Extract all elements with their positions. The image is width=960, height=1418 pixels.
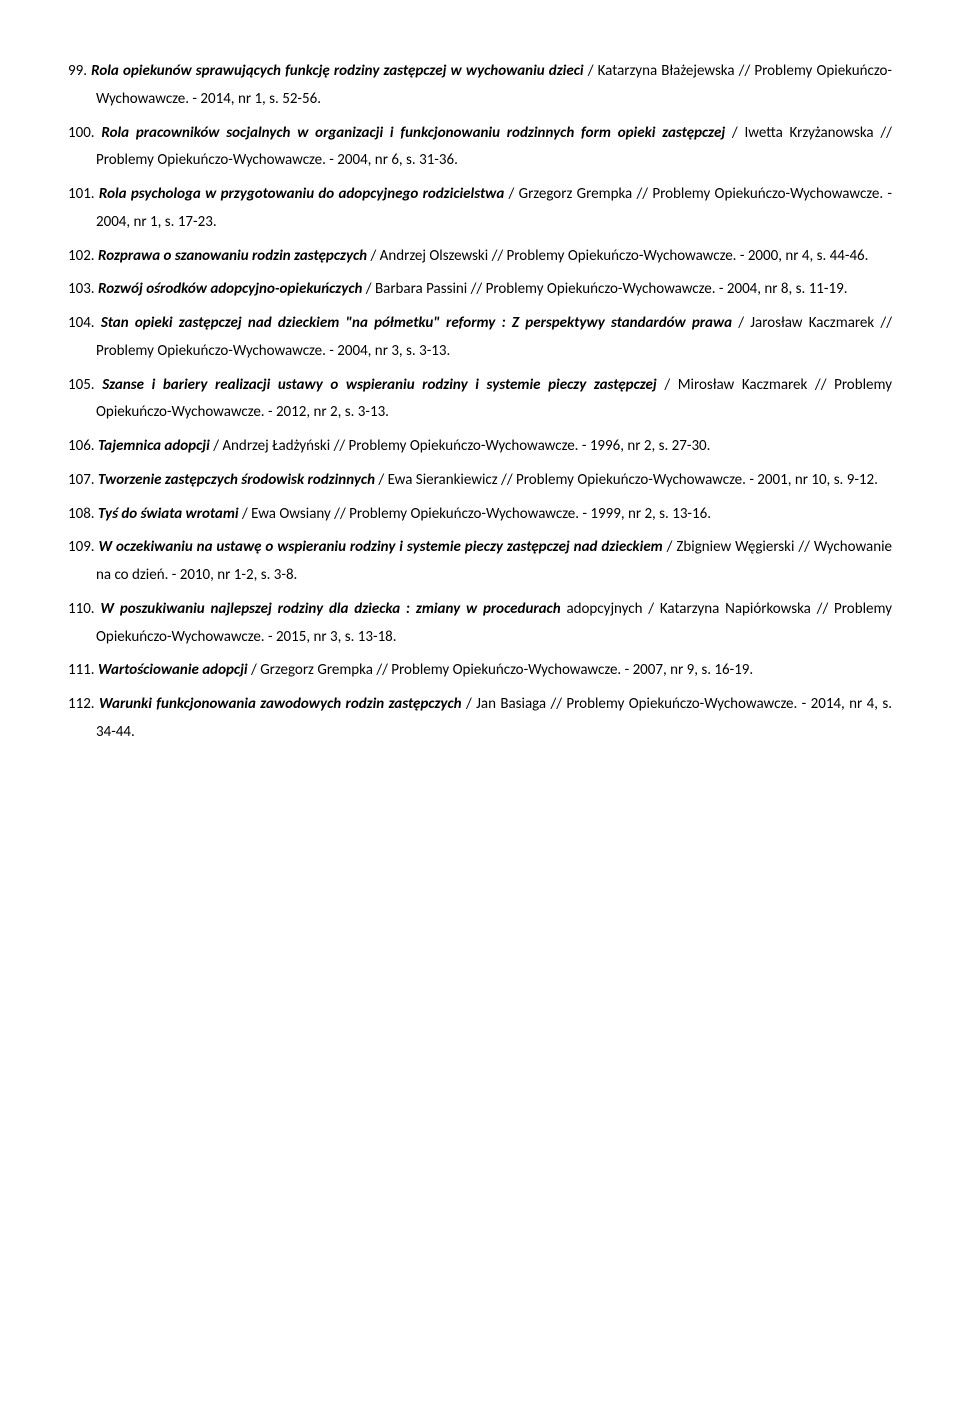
entry-number: 111.: [68, 661, 98, 679]
bibliography-entry: 103. Rozwój ośrodków adopcyjno-opiekuńcz…: [68, 276, 892, 304]
entry-details: / Barbara Passini // Problemy Opiekuńczo…: [362, 280, 847, 298]
entry-number: 100.: [68, 124, 101, 142]
entry-number: 101.: [68, 185, 99, 203]
entry-title: Rola psychologa w przygotowaniu do adopc…: [99, 185, 504, 203]
entry-details: / Andrzej Olszewski // Problemy Opiekuńc…: [367, 247, 868, 265]
entry-details: / Ewa Sierankiewicz // Problemy Opiekuńc…: [375, 471, 878, 489]
entry-details: / Grzegorz Grempka // Problemy Opiekuńcz…: [248, 661, 754, 679]
entry-number: 107.: [68, 471, 98, 489]
entry-title: W oczekiwaniu na ustawę o wspieraniu rod…: [99, 538, 663, 556]
bibliography-entry: 108. Tyś do świata wrotami / Ewa Owsiany…: [68, 501, 892, 529]
entry-title: Warunki funkcjonowania zawodowych rodzin…: [99, 695, 462, 713]
entry-number: 112.: [68, 695, 99, 713]
entry-title: Stan opieki zastępczej nad dzieckiem "na…: [101, 314, 732, 332]
entry-title: W poszukiwaniu najlepszej rodziny dla dz…: [100, 600, 566, 618]
entry-title: Szanse i bariery realizacji ustawy o wsp…: [102, 376, 657, 394]
entry-number: 99.: [68, 62, 91, 80]
bibliography-entry: 100. Rola pracowników socjalnych w organ…: [68, 120, 892, 176]
bibliography-entry: 101. Rola psychologa w przygotowaniu do …: [68, 181, 892, 237]
entry-details: / Ewa Owsiany // Problemy Opiekuńczo-Wyc…: [239, 505, 711, 523]
bibliography-entry: 99. Rola opiekunów sprawujących funkcję …: [68, 58, 892, 114]
entry-details: / Andrzej Ładżyński // Problemy Opiekuńc…: [210, 437, 711, 455]
entry-number: 104.: [68, 314, 101, 332]
entry-title: Wartościowanie adopcji: [98, 661, 248, 679]
entry-number: 102.: [68, 247, 98, 265]
entry-number: 108.: [68, 505, 98, 523]
bibliography-entry: 112. Warunki funkcjonowania zawodowych r…: [68, 691, 892, 747]
entry-title: Rola pracowników socjalnych w organizacj…: [101, 124, 725, 142]
entry-number: 109.: [68, 538, 99, 556]
bibliography-entry: 104. Stan opieki zastępczej nad dzieckie…: [68, 310, 892, 366]
entry-number: 106.: [68, 437, 98, 455]
bibliography-entry: 109. W oczekiwaniu na ustawę o wspierani…: [68, 534, 892, 590]
bibliography-entry: 102. Rozprawa o szanowaniu rodzin zastęp…: [68, 243, 892, 271]
entry-number: 110.: [68, 600, 100, 618]
bibliography-entry: 107. Tworzenie zastępczych środowisk rod…: [68, 467, 892, 495]
bibliography-entry: 105. Szanse i bariery realizacji ustawy …: [68, 372, 892, 428]
entry-title: Tajemnica adopcji: [98, 437, 210, 455]
bibliography-entry: 110. W poszukiwaniu najlepszej rodziny d…: [68, 596, 892, 652]
entry-title: Tyś do świata wrotami: [98, 505, 239, 523]
bibliography-list: 99. Rola opiekunów sprawujących funkcję …: [68, 58, 892, 747]
bibliography-entry: 111. Wartościowanie adopcji / Grzegorz G…: [68, 657, 892, 685]
entry-number: 105.: [68, 376, 102, 394]
entry-title: Rozwój ośrodków adopcyjno-opiekuńczych: [98, 280, 362, 298]
entry-title: Rola opiekunów sprawujących funkcję rodz…: [91, 62, 583, 80]
entry-title: Tworzenie zastępczych środowisk rodzinny…: [98, 471, 375, 489]
entry-title: Rozprawa o szanowaniu rodzin zastępczych: [98, 247, 367, 265]
entry-number: 103.: [68, 280, 98, 298]
bibliography-entry: 106. Tajemnica adopcji / Andrzej Ładżyńs…: [68, 433, 892, 461]
